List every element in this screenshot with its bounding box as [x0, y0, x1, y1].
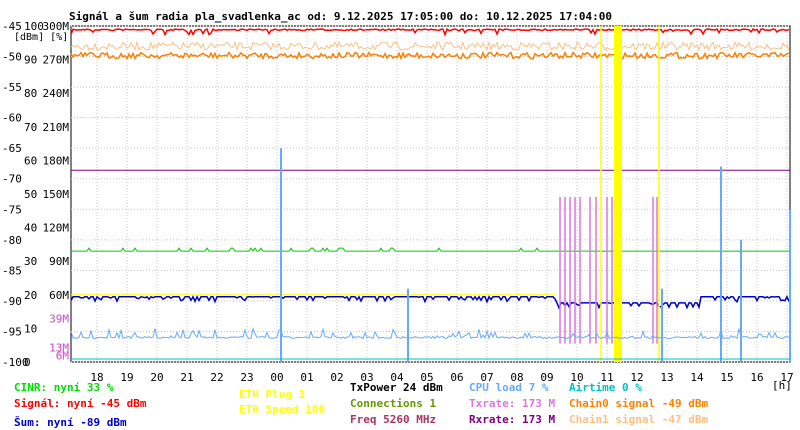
y-tick-rate: 180M: [43, 154, 70, 167]
legend-cinr: CINR: nyní 33 %: [14, 381, 114, 394]
y-tick-dbm: -55: [2, 81, 22, 94]
x-tick-label: 03: [360, 371, 373, 384]
x-tick-label: 18: [90, 371, 103, 384]
y-tick-pct: 10: [24, 322, 37, 335]
y-tick-dbm: -95: [2, 325, 22, 338]
series-cinr-line: [71, 247, 555, 253]
y-tick-dbm: -85: [2, 264, 22, 277]
x-tick-label: 06: [450, 371, 463, 384]
y-tick-dbm: -100: [2, 356, 29, 369]
x-tick-label: 10: [570, 371, 583, 384]
x-tick-label: 07: [480, 371, 493, 384]
x-tick-label: 21: [180, 371, 193, 384]
legend-connections: Connections 1: [350, 397, 437, 410]
series-chain1-line: [70, 40, 790, 52]
y-tick-pct: 80: [24, 87, 37, 100]
x-tick-label: 20: [150, 371, 163, 384]
legend-airtime: Airtime 0 %: [569, 381, 642, 394]
x-tick-label: 02: [330, 371, 343, 384]
x-tick-label: 22: [210, 371, 223, 384]
plot-area: [70, 25, 791, 363]
x-tick-label: 16: [750, 371, 763, 384]
x-tick-label: 00: [270, 371, 283, 384]
x-tick-label: 23: [240, 371, 253, 384]
y-tick-pct: 50: [24, 188, 37, 201]
x-tick-label: 04: [390, 371, 404, 384]
y-tick-dbm: -60: [2, 112, 22, 125]
y-tick-rate: 120M: [43, 222, 70, 235]
y-tick-rate: 240M: [43, 87, 70, 100]
x-tick-label: 08: [510, 371, 523, 384]
y-tick-dbm: -75: [2, 203, 22, 216]
x-tick-label: 11: [600, 371, 613, 384]
y-unit-dbm: [dBm] [%]: [14, 32, 68, 43]
legend-signal: Signál: nyní -45 dBm: [14, 397, 147, 410]
series-eth-bar: [614, 26, 622, 362]
y-tick-pct: 100: [24, 20, 44, 33]
y-tick-rate: 60M: [49, 289, 69, 302]
legend-eth-plug: ETH Plug 1: [239, 388, 306, 401]
y-tick-rate: 13M: [49, 341, 69, 354]
x-tick-label: 17: [780, 371, 793, 384]
y-tick-dbm: -50: [2, 51, 22, 64]
legend-txpower: TxPower 24 dBm: [350, 381, 443, 394]
series-noise-line: [70, 295, 790, 310]
legend-noise: Šum: nyní -89 dBm: [14, 416, 127, 429]
y-tick-rate: 150M: [43, 188, 70, 201]
y-tick-rate: 39M: [49, 312, 69, 325]
y-tick-pct: 40: [24, 222, 37, 235]
legend-chain0: Chain0 signal -49 dBm: [569, 397, 709, 410]
legend-cpu: CPU load 7 %: [469, 381, 549, 394]
series-chain0-line: [70, 50, 790, 61]
x-tick-label: 15: [720, 371, 733, 384]
legend-eth-speed: ETH Speed 100: [239, 403, 326, 416]
x-unit: [h]: [772, 379, 792, 392]
x-tick-label: 13: [660, 371, 673, 384]
x-tick-label: 09: [540, 371, 553, 384]
y-tick-rate: 300M: [43, 20, 70, 33]
y-tick-dbm: -80: [2, 234, 22, 247]
y-tick-rate: 90M: [49, 255, 69, 268]
y-tick-rate: 270M: [43, 54, 70, 67]
y-tick-dbm: -45: [2, 20, 22, 33]
legend-rxrate: Rxrate: 173 M: [469, 413, 556, 426]
x-tick-label: 05: [420, 371, 433, 384]
y-tick-pct: 60: [24, 154, 37, 167]
y-tick-rate: 6M: [56, 349, 70, 362]
legend-txrate: Txrate: 173 M: [469, 397, 556, 410]
chart-title: Signál a šum radia pla_svadlenka_ac od: …: [69, 10, 613, 23]
series-signal-line: [70, 27, 790, 37]
y-tick-dbm: -90: [2, 295, 22, 308]
y-tick-dbm: -65: [2, 142, 22, 155]
y-tick-pct: 20: [24, 289, 37, 302]
y-tick-pct: 70: [24, 121, 37, 134]
x-tick-label: 14: [690, 371, 704, 384]
y-tick-dbm: -70: [2, 173, 22, 186]
y-tick-pct: 30: [24, 255, 37, 268]
y-tick-pct: 90: [24, 54, 37, 67]
y-tick-pct: 0: [24, 356, 31, 369]
x-tick-label: 12: [630, 371, 643, 384]
legend-chain1: Chain1 signal -47 dBm: [569, 413, 709, 426]
legend-freq: Freq 5260 MHz: [350, 413, 437, 426]
x-tick-label: 01: [300, 371, 313, 384]
y-tick-rate: 210M: [43, 121, 70, 134]
series-cpu-line: [70, 327, 790, 340]
x-tick-label: 19: [120, 371, 133, 384]
